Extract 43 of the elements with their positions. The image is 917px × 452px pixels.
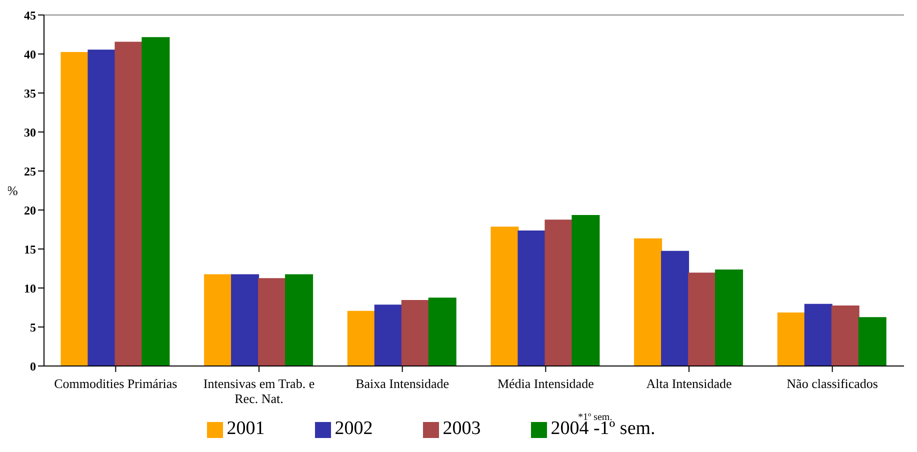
- bar: [231, 274, 260, 366]
- bar: [831, 305, 860, 366]
- y-tick-label: 20: [24, 203, 36, 218]
- x-tick-label: Intensivas em Trab. e Rec. Nat.: [203, 376, 315, 406]
- x-tick-label: Baixa Intensidade: [356, 376, 450, 391]
- legend-label: 2003: [442, 418, 481, 439]
- bar: [715, 270, 744, 366]
- bar: [572, 214, 600, 366]
- bar: [634, 238, 662, 366]
- bar: [114, 42, 143, 366]
- x-tick-label: Commodities Primárias: [54, 376, 178, 391]
- legend-label: 2001: [226, 418, 265, 439]
- y-tick-label: 25: [24, 164, 36, 178]
- y-tick-label: 15: [24, 242, 36, 256]
- y-tick-label: 5: [30, 320, 36, 334]
- x-tick-label: Não classificados: [786, 376, 878, 391]
- y-tick-label: 45: [24, 8, 36, 22]
- y-tick-label: 30: [24, 125, 36, 140]
- bar: [544, 220, 573, 366]
- bar: [142, 37, 170, 366]
- bar: [518, 230, 546, 366]
- y-tick-label: 0: [30, 359, 36, 374]
- bar: [204, 274, 232, 366]
- y-tick-label: 10: [24, 281, 36, 296]
- bar: [285, 274, 314, 366]
- bar: [374, 304, 402, 366]
- legend-label: 2002: [334, 418, 373, 439]
- bar: [60, 52, 89, 366]
- y-tick-label: 35: [24, 86, 36, 100]
- bar: [688, 272, 716, 366]
- bar: [804, 304, 832, 366]
- bar: [258, 278, 286, 366]
- bar: [661, 250, 690, 366]
- bar: [858, 317, 886, 366]
- bar: [401, 300, 430, 366]
- x-tick-label: Média Intensidade: [497, 376, 594, 391]
- bar: [347, 310, 376, 366]
- bar: [88, 50, 116, 366]
- bar: [777, 312, 806, 366]
- x-tick-label: Alta Intensidade: [646, 376, 732, 391]
- bar: [490, 226, 519, 366]
- y-tick-label: 40: [24, 47, 36, 62]
- bar: [428, 298, 456, 366]
